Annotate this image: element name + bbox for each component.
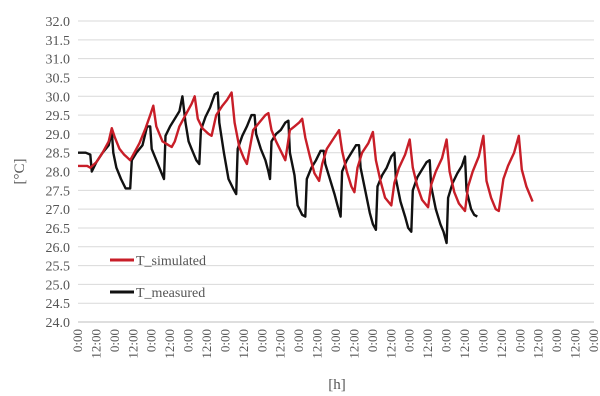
y-tick-label: 25.5 <box>46 260 71 275</box>
y-tick-label: 31.0 <box>46 53 71 68</box>
x-tick-label: 0:00 <box>402 329 417 352</box>
x-tick-label: 12:00 <box>568 329 583 359</box>
x-tick-label: 0:00 <box>475 329 490 352</box>
x-tick-label: 0:00 <box>107 329 122 352</box>
x-tick-label: 12:00 <box>346 329 361 359</box>
x-tick-label: 0:00 <box>181 329 196 352</box>
x-tick-label: 12:00 <box>88 329 103 359</box>
y-axis-label: [°C] <box>12 159 28 185</box>
x-tick-label: 0:00 <box>365 329 380 352</box>
x-tick-label: 12:00 <box>273 329 288 359</box>
legend-item-simulated: T_simulated <box>110 254 206 269</box>
series-lines <box>78 91 534 245</box>
x-tick-label: 0:00 <box>144 329 159 352</box>
x-tick-label: 0:00 <box>512 329 527 352</box>
x-tick-label: 12:00 <box>125 329 140 359</box>
x-tick-label: 12:00 <box>494 329 509 359</box>
x-tick-label: 12:00 <box>162 329 177 359</box>
x-tick-label: 12:00 <box>310 329 325 359</box>
y-tick-label: 26.5 <box>46 222 71 237</box>
y-tick-label: 28.0 <box>46 166 71 181</box>
x-tick-label: 0:00 <box>291 329 306 352</box>
y-tick-label: 32.0 <box>46 15 71 30</box>
x-tick-label: 0:00 <box>328 329 343 352</box>
y-tick-label: 29.5 <box>46 109 71 124</box>
x-tick-label: 12:00 <box>383 329 398 359</box>
x-tick-label: 0:00 <box>439 329 454 352</box>
y-tick-label: 30.5 <box>46 71 71 86</box>
x-tick-label: 0:00 <box>70 329 85 352</box>
y-tick-label: 31.5 <box>46 34 71 49</box>
y-tick-label: 26.0 <box>46 241 71 256</box>
y-tick-label: 30.0 <box>46 90 71 105</box>
legend-label-measured: T_measured <box>136 286 205 301</box>
y-axis-ticks: 24.0 24.5 25.0 25.5 26.0 26.5 27.0 27.5 28.0 28.5… <box>46 15 71 331</box>
x-tick-label: 12:00 <box>199 329 214 359</box>
x-axis-ticks: 0:00 12:00 0:00 12:00 0:00 12:00 0:00 12:00 0:00… <box>70 329 600 359</box>
x-tick-label: 12:00 <box>457 329 472 359</box>
y-tick-label: 29.0 <box>46 128 71 143</box>
legend-label-simulated: T_simulated <box>136 254 206 269</box>
x-tick-label: 0:00 <box>254 329 269 352</box>
x-tick-label: 12:00 <box>420 329 435 359</box>
x-tick-label: 0:00 <box>586 329 600 352</box>
y-tick-label: 27.5 <box>46 184 71 199</box>
legend-item-measured: T_measured <box>110 286 205 301</box>
x-tick-label: 0:00 <box>549 329 564 352</box>
x-tick-label: 12:00 <box>236 329 251 359</box>
grid-lines <box>78 20 594 323</box>
y-tick-label: 24.0 <box>46 316 71 331</box>
y-tick-label: 28.5 <box>46 147 71 162</box>
x-axis-label: [h] <box>328 377 346 393</box>
series-line-measured <box>78 91 478 245</box>
x-tick-label: 0:00 <box>217 329 232 352</box>
y-tick-label: 27.0 <box>46 203 71 218</box>
series-line-simulated <box>78 91 534 213</box>
legend: T_simulated T_measured <box>110 254 206 301</box>
y-tick-label: 24.5 <box>46 297 71 312</box>
y-tick-label: 25.0 <box>46 278 71 293</box>
x-tick-label: 12:00 <box>531 329 546 359</box>
